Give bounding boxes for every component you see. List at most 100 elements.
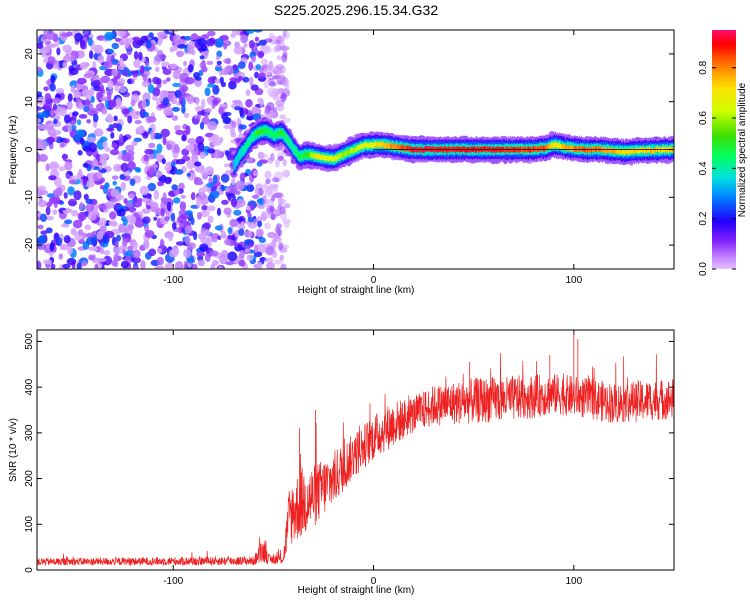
track-segment [343,150,345,157]
spectrogram-ylabel: Frequency (Hz) [8,116,19,185]
track-segment [416,147,418,153]
track-segment [311,152,313,158]
noise-blob [70,228,77,236]
noise-blob [248,40,255,49]
track-segment [586,147,589,153]
track-segment [399,144,401,150]
track-segment [264,127,266,133]
track-segment [273,132,275,138]
noise-blob [45,206,51,216]
track-segment [316,153,318,159]
track-segment [355,147,357,153]
noise-blob [161,61,170,68]
noise-blob [190,192,196,201]
track-segment [564,145,566,151]
noise-blob [73,190,82,201]
noise-blob [114,240,119,247]
track-segment [258,130,260,136]
noise-blob [50,75,56,84]
noise-blob [246,116,254,121]
noise-blob [93,44,104,54]
track-segment [236,158,238,164]
noise-blob [120,260,129,269]
noise-blob [264,170,272,180]
noise-blob [206,182,215,188]
y-tick-label: 200 [24,470,35,487]
track-segment [326,155,328,162]
track-segment [444,146,446,152]
track-segment [400,145,402,151]
noise-blob [194,105,204,112]
track-segment [482,146,484,152]
noise-blob [160,208,165,217]
noise-blob [135,126,145,134]
x-tick-label: 0 [371,576,377,587]
noise-blob [178,96,184,105]
track-segment [505,146,507,152]
noise-blob [181,86,186,97]
track-segment [266,128,268,135]
noise-blob [77,77,87,85]
noise-blob [101,107,108,115]
noise-blob [207,215,214,224]
noise-blob [262,195,267,205]
noise-blob [165,111,174,116]
track-segment [630,148,633,154]
noise-blob [119,57,124,67]
noise-blob [131,256,142,264]
noise-blob [118,78,126,85]
track-segment [434,146,436,152]
noise-blob [110,149,120,156]
track-segment [537,146,539,152]
track-segment [402,144,404,150]
noise-blob [173,143,180,154]
track-segment [654,148,656,154]
noise-blob [177,44,187,49]
track-segment [248,139,250,146]
noise-blob [84,98,91,108]
track-segment [474,147,476,153]
track-segment [381,142,383,148]
track-segment [446,147,448,153]
noise-blob [70,55,75,62]
track-segment [650,148,652,154]
noise-blob [46,201,53,208]
noise-blob [264,109,271,115]
track-segment [406,145,408,151]
track-segment [409,145,411,152]
noise-blob [49,83,56,92]
noise-blob [107,99,117,108]
noise-blob [53,118,58,125]
track-segment [601,147,604,153]
noise-blob [258,204,265,210]
track-segment [492,146,494,152]
noise-blob [233,241,239,247]
track-segment [623,150,626,156]
track-segment [469,147,471,153]
noise-blob [160,128,170,138]
x-tick-label: 100 [565,576,582,587]
noise-blob [212,84,220,95]
noise-blob [123,198,128,204]
noise-blob [112,122,119,129]
track-segment [315,154,317,160]
noise-blob [98,217,107,227]
noise-blob [63,138,70,144]
noise-blob [276,223,282,229]
noise-blob [209,190,220,199]
track-segment [624,148,627,154]
noise-blob [111,175,119,180]
noise-blob [200,169,206,175]
noise-blob [263,79,270,89]
track-segment [567,145,569,151]
noise-blob [223,124,233,129]
noise-blob [238,228,245,236]
noise-blob [205,166,214,176]
noise-blob [234,106,242,111]
noise-blob [253,30,263,33]
noise-blob [128,206,136,213]
noise-blob [180,194,186,199]
track-segment [349,149,351,155]
noise-blob [204,87,211,97]
track-segment [464,147,466,153]
